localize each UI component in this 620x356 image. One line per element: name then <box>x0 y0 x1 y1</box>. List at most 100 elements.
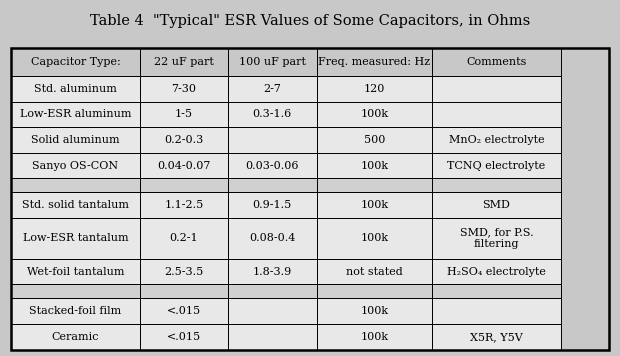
Text: Ceramic: Ceramic <box>51 332 99 342</box>
Text: 100k: 100k <box>360 110 388 120</box>
Text: Comments: Comments <box>466 57 526 67</box>
Bar <box>11 48 140 76</box>
Bar <box>11 178 140 193</box>
Bar <box>11 48 609 350</box>
Bar <box>228 218 317 259</box>
Text: SMD: SMD <box>482 200 510 210</box>
Bar <box>140 153 228 178</box>
Bar <box>140 127 228 153</box>
Text: H₂SO₄ electrolyte: H₂SO₄ electrolyte <box>447 267 546 277</box>
Bar <box>228 193 317 218</box>
Text: 2-7: 2-7 <box>264 84 281 94</box>
Bar <box>228 76 317 102</box>
Text: <.015: <.015 <box>167 332 201 342</box>
Bar <box>228 298 317 324</box>
Text: 0.3-1.6: 0.3-1.6 <box>253 110 292 120</box>
Bar <box>432 324 561 350</box>
Text: TCNQ electrolyte: TCNQ electrolyte <box>448 161 546 171</box>
Bar <box>317 153 432 178</box>
Text: 100k: 100k <box>360 161 388 171</box>
Bar <box>140 48 228 76</box>
Bar <box>11 76 140 102</box>
Text: SMD, for P.S.
filtering: SMD, for P.S. filtering <box>459 227 533 249</box>
Text: not stated: not stated <box>346 267 402 277</box>
Text: 0.03-0.06: 0.03-0.06 <box>246 161 299 171</box>
Bar <box>317 76 432 102</box>
Bar <box>317 259 432 284</box>
Bar <box>317 298 432 324</box>
Bar <box>11 193 140 218</box>
Text: 1.8-3.9: 1.8-3.9 <box>253 267 292 277</box>
Bar <box>140 259 228 284</box>
Text: 100k: 100k <box>360 234 388 244</box>
Text: 22 uF part: 22 uF part <box>154 57 214 67</box>
Text: Sanyo OS-CON: Sanyo OS-CON <box>32 161 118 171</box>
Bar <box>432 259 561 284</box>
Bar <box>228 127 317 153</box>
Bar <box>432 284 561 298</box>
Bar <box>317 48 432 76</box>
Text: Low-ESR aluminum: Low-ESR aluminum <box>20 110 131 120</box>
Text: Std. solid tantalum: Std. solid tantalum <box>22 200 129 210</box>
Bar <box>140 218 228 259</box>
Bar <box>140 298 228 324</box>
Bar <box>11 324 140 350</box>
Text: 100 uF part: 100 uF part <box>239 57 306 67</box>
Bar <box>140 178 228 193</box>
Bar <box>228 178 317 193</box>
Bar <box>432 218 561 259</box>
Bar <box>317 284 432 298</box>
Bar <box>11 102 140 127</box>
Text: Solid aluminum: Solid aluminum <box>31 135 120 145</box>
Bar <box>317 178 432 193</box>
Text: 120: 120 <box>363 84 385 94</box>
Bar <box>432 127 561 153</box>
Text: 100k: 100k <box>360 306 388 316</box>
Bar <box>317 127 432 153</box>
Text: Wet-foil tantalum: Wet-foil tantalum <box>27 267 124 277</box>
Bar <box>432 298 561 324</box>
Bar <box>317 102 432 127</box>
Bar <box>140 284 228 298</box>
Bar <box>317 193 432 218</box>
Bar <box>432 178 561 193</box>
Bar <box>317 324 432 350</box>
Text: Low-ESR tantalum: Low-ESR tantalum <box>22 234 128 244</box>
Text: Stacked-foil film: Stacked-foil film <box>29 306 122 316</box>
Bar <box>432 102 561 127</box>
Bar <box>228 48 317 76</box>
Bar <box>228 284 317 298</box>
Bar <box>11 218 140 259</box>
Text: 0.08-0.4: 0.08-0.4 <box>249 234 296 244</box>
Text: 0.2-0.3: 0.2-0.3 <box>164 135 203 145</box>
Text: 7-30: 7-30 <box>171 84 197 94</box>
Text: 0.2-1: 0.2-1 <box>170 234 198 244</box>
Text: Capacitor Type:: Capacitor Type: <box>30 57 120 67</box>
Bar <box>140 102 228 127</box>
Bar <box>432 193 561 218</box>
Text: 0.9-1.5: 0.9-1.5 <box>253 200 292 210</box>
Bar <box>140 324 228 350</box>
Text: <.015: <.015 <box>167 306 201 316</box>
Bar <box>228 324 317 350</box>
Bar <box>11 153 140 178</box>
Bar <box>11 298 140 324</box>
Text: Freq. measured: Hz: Freq. measured: Hz <box>318 57 430 67</box>
Text: 1-5: 1-5 <box>175 110 193 120</box>
Text: 100k: 100k <box>360 200 388 210</box>
Bar <box>432 48 561 76</box>
Bar <box>11 127 140 153</box>
Bar <box>432 153 561 178</box>
Text: 100k: 100k <box>360 332 388 342</box>
Text: MnO₂ electrolyte: MnO₂ electrolyte <box>449 135 544 145</box>
Bar <box>140 76 228 102</box>
Text: 500: 500 <box>363 135 385 145</box>
Text: X5R, Y5V: X5R, Y5V <box>470 332 523 342</box>
Text: Table 4  "Typical" ESR Values of Some Capacitors, in Ohms: Table 4 "Typical" ESR Values of Some Cap… <box>90 14 530 28</box>
Text: Std. aluminum: Std. aluminum <box>34 84 117 94</box>
Bar <box>228 102 317 127</box>
Bar <box>228 153 317 178</box>
Bar <box>11 259 140 284</box>
Text: 0.04-0.07: 0.04-0.07 <box>157 161 211 171</box>
Bar <box>11 284 140 298</box>
